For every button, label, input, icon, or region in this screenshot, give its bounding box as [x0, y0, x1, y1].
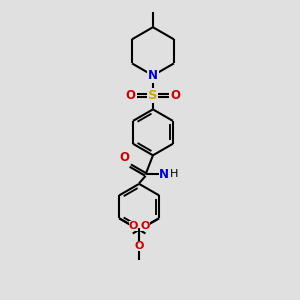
Text: O: O [119, 152, 129, 164]
Text: O: O [170, 89, 180, 102]
Text: N: N [159, 168, 169, 181]
Text: O: O [140, 221, 150, 231]
Text: S: S [148, 89, 158, 102]
Text: N: N [148, 69, 158, 82]
Text: O: O [134, 241, 144, 251]
Text: O: O [126, 89, 136, 102]
Text: O: O [129, 221, 138, 231]
Text: H: H [170, 169, 178, 179]
